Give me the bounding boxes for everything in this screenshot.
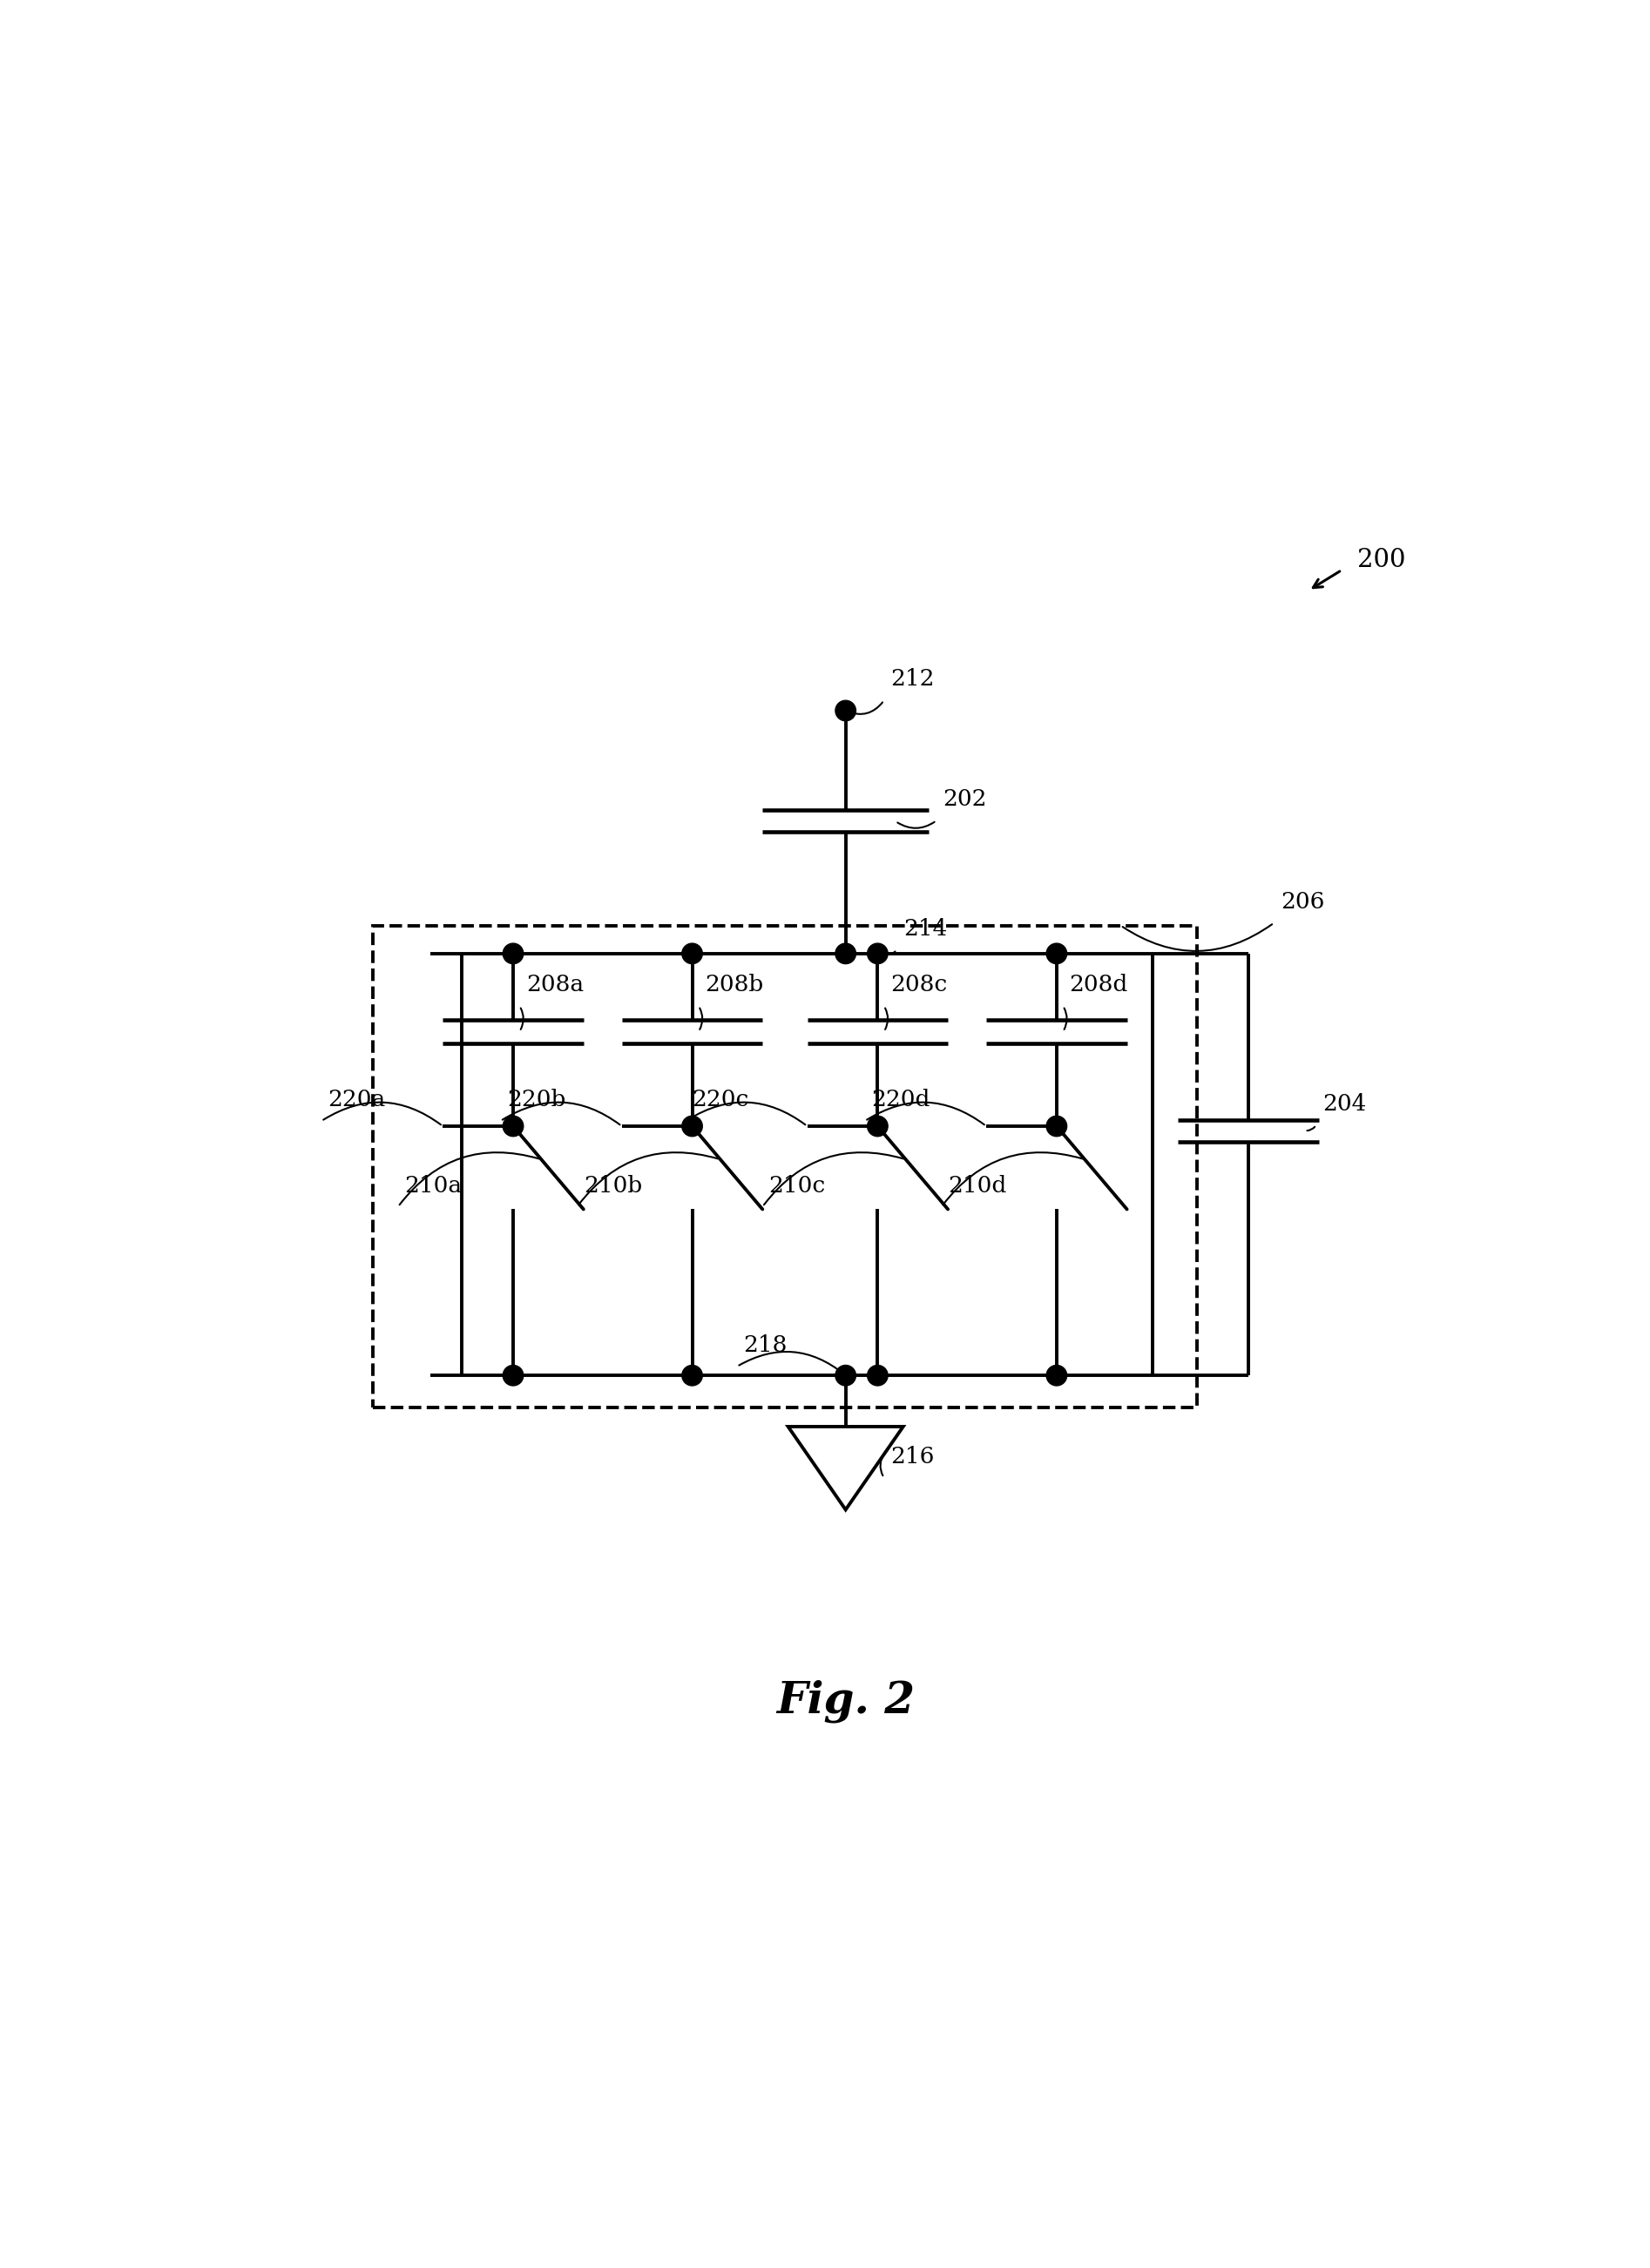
Text: 220b: 220b: [507, 1089, 566, 1111]
Circle shape: [1046, 1116, 1068, 1136]
Circle shape: [868, 943, 888, 964]
Text: 214: 214: [903, 919, 947, 939]
Bar: [373, 925, 1198, 1408]
Circle shape: [868, 1365, 888, 1386]
Text: 208b: 208b: [705, 973, 764, 996]
Text: 206: 206: [1280, 891, 1325, 912]
Text: 208d: 208d: [1069, 973, 1129, 996]
Circle shape: [503, 1116, 523, 1136]
Text: 210b: 210b: [584, 1175, 642, 1198]
Circle shape: [1046, 1365, 1068, 1386]
Text: 210d: 210d: [949, 1175, 1006, 1198]
Text: Fig. 2: Fig. 2: [777, 1681, 914, 1724]
Text: 220c: 220c: [693, 1089, 749, 1111]
Circle shape: [835, 701, 856, 721]
Text: 220a: 220a: [328, 1089, 386, 1111]
Circle shape: [1046, 943, 1068, 964]
Text: 208c: 208c: [891, 973, 947, 996]
Text: 204: 204: [1323, 1093, 1366, 1114]
Text: 212: 212: [891, 669, 934, 689]
Text: 216: 216: [891, 1445, 934, 1467]
Text: 220d: 220d: [871, 1089, 931, 1111]
Circle shape: [681, 1116, 703, 1136]
Text: 202: 202: [942, 789, 987, 810]
Circle shape: [681, 943, 703, 964]
Circle shape: [835, 943, 856, 964]
Circle shape: [503, 1365, 523, 1386]
Circle shape: [681, 1365, 703, 1386]
Text: 200: 200: [1356, 547, 1406, 572]
Text: 210a: 210a: [404, 1175, 462, 1198]
Circle shape: [868, 1116, 888, 1136]
Text: 210c: 210c: [769, 1175, 825, 1198]
Text: 218: 218: [742, 1334, 787, 1356]
Circle shape: [503, 943, 523, 964]
Circle shape: [835, 1365, 856, 1386]
Text: 208a: 208a: [526, 973, 584, 996]
